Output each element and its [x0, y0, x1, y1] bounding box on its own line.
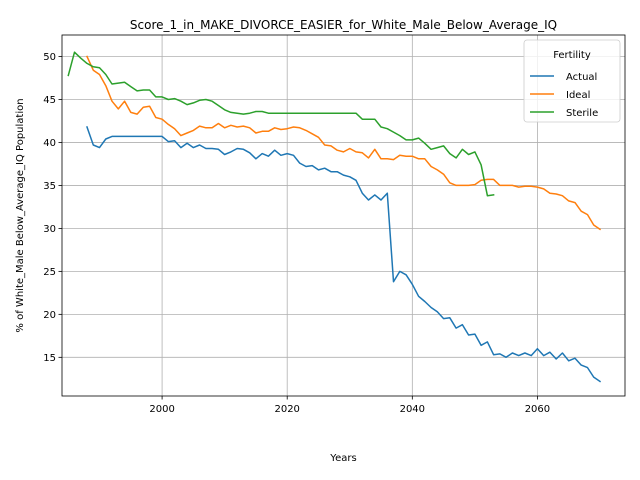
- y-tick-label: 40: [43, 138, 56, 149]
- y-tick-label: 25: [43, 267, 56, 278]
- series-line-ideal: [86, 55, 602, 231]
- legend-box: [523, 39, 621, 123]
- y-tick-label: 35: [43, 181, 56, 192]
- series-line-actual: [86, 126, 602, 383]
- chart-title: Score_1_in_MAKE_DIVORCE_EASIER_for_White…: [130, 18, 557, 32]
- series-lines: [67, 51, 602, 383]
- y-axis-label: % of White_Male Below_Average_IQ Populat…: [15, 98, 26, 332]
- y-tick-label: 50: [43, 52, 56, 63]
- legend-label-ideal: Ideal: [566, 90, 590, 101]
- axis-ticks: 2000 2020 2040 2060 15 20 25 30 35 40 45 50: [43, 52, 550, 415]
- x-tick-label: 2040: [400, 404, 425, 415]
- x-axis-label: Years: [329, 453, 356, 464]
- y-tick-label: 30: [43, 224, 56, 235]
- legend: Fertility Actual Ideal Sterile: [523, 39, 621, 123]
- y-tick-label: 45: [43, 95, 56, 106]
- plot-frame: [61, 34, 626, 397]
- series-line-sterile: [67, 51, 495, 197]
- x-tick-label: 2060: [525, 404, 550, 415]
- x-tick-label: 2000: [149, 404, 174, 415]
- legend-label-sterile: Sterile: [566, 108, 598, 119]
- legend-title: Fertility: [553, 50, 591, 61]
- x-tick-label: 2020: [274, 404, 299, 415]
- y-tick-label: 15: [43, 353, 56, 364]
- y-tick-label: 20: [43, 310, 56, 321]
- legend-label-actual: Actual: [566, 72, 597, 83]
